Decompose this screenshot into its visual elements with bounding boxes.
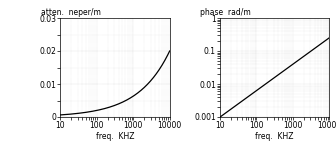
X-axis label: freq.  KHZ: freq. KHZ — [255, 132, 294, 141]
Text: atten.  neper/m: atten. neper/m — [41, 8, 101, 17]
X-axis label: freq.  KHZ: freq. KHZ — [96, 132, 134, 141]
Text: phase  rad/m: phase rad/m — [201, 8, 251, 17]
